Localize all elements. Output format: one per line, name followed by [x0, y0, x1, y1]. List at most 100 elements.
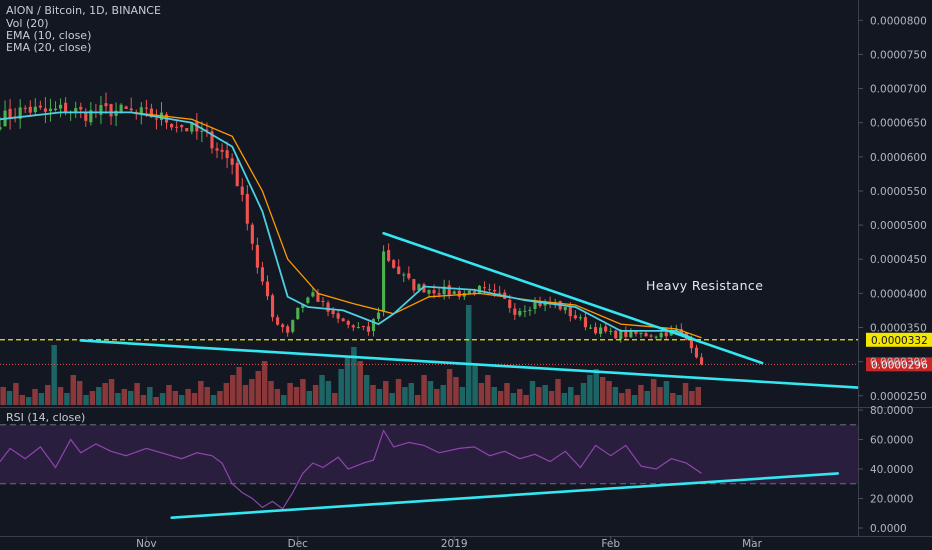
candle — [33, 98, 37, 116]
trendline-lower — [79, 339, 860, 389]
candle-body — [599, 327, 603, 334]
candle-body — [240, 186, 244, 195]
price-tick-label: 0.0000500 — [870, 220, 927, 232]
candle-body — [447, 285, 451, 295]
price-tick-label: 0.0000350 — [870, 322, 927, 334]
candle — [694, 344, 699, 359]
rsi-trendline — [170, 472, 840, 519]
candle — [28, 100, 32, 117]
candle-body — [578, 317, 582, 319]
candle-body — [74, 108, 78, 113]
candle — [59, 98, 63, 118]
candle-body — [452, 291, 456, 294]
candle-body — [699, 357, 704, 365]
candle-body — [624, 330, 628, 337]
candle-body — [376, 312, 381, 319]
candle — [588, 324, 593, 330]
candle — [609, 327, 613, 335]
candle-body — [109, 104, 113, 117]
candle-body — [674, 329, 678, 331]
candle-body — [604, 326, 608, 332]
annotation-heavy-resistance: Heavy Resistance — [646, 278, 763, 293]
candle — [291, 319, 295, 334]
volume-bar — [695, 387, 702, 405]
candle-body — [341, 318, 345, 322]
volume-bar — [650, 379, 657, 405]
volume-bar — [166, 385, 172, 405]
candle-body — [270, 295, 275, 318]
candle-body — [694, 347, 699, 358]
volume-bar — [459, 387, 466, 405]
rsi-tick-label: 60.0000 — [870, 435, 913, 447]
volume-bar — [351, 347, 357, 405]
volume-bar — [89, 391, 96, 405]
candle — [38, 100, 42, 110]
candle-body — [412, 279, 416, 291]
candle-body — [245, 193, 249, 224]
candle-body — [64, 102, 68, 114]
candle — [200, 121, 204, 143]
candle-body — [568, 306, 572, 317]
price-tick-label: 0.0000650 — [870, 118, 927, 130]
candle-body — [629, 330, 633, 338]
candle-body — [210, 131, 214, 149]
candle-body — [493, 289, 497, 292]
candle-body — [200, 130, 204, 132]
candle-body — [528, 309, 532, 311]
volume-bar — [19, 395, 26, 405]
volume-bars — [0, 305, 702, 405]
candle — [230, 153, 234, 175]
candle-body — [472, 291, 476, 295]
volume-bar — [38, 393, 45, 405]
volume-bar — [478, 383, 485, 405]
candle — [109, 103, 113, 125]
candle — [265, 275, 270, 301]
volume-bar — [115, 393, 121, 405]
candle — [245, 185, 249, 231]
candle-body — [0, 127, 2, 130]
candle — [528, 306, 532, 316]
volume-bar — [51, 345, 57, 405]
volume-bar — [663, 381, 670, 405]
candle — [114, 102, 118, 127]
candle-body — [331, 310, 335, 315]
candle-body — [43, 108, 47, 112]
candle — [366, 321, 370, 336]
candle-body — [286, 326, 290, 333]
candle — [296, 307, 300, 320]
ema10-line — [0, 111, 702, 344]
candle-body — [175, 126, 179, 128]
volume-bar — [414, 395, 421, 405]
volume-bar — [676, 395, 682, 405]
candle-body — [518, 310, 522, 316]
candle-body — [346, 320, 350, 325]
candle-body — [533, 302, 537, 310]
volume-bar — [172, 391, 179, 405]
candle-body — [170, 124, 174, 128]
candle-body — [48, 108, 53, 112]
volume-bar — [631, 395, 638, 405]
volume-bar — [472, 365, 478, 405]
candle — [488, 283, 492, 292]
candle-body — [220, 149, 224, 152]
candle-body — [609, 330, 613, 332]
candle — [523, 305, 527, 318]
volume-bar — [421, 375, 427, 405]
candle-body — [119, 104, 123, 113]
volume-bar — [555, 379, 561, 405]
volume-bar — [281, 395, 287, 405]
volume-bar — [644, 391, 651, 405]
volume-bar — [338, 369, 344, 405]
ema20-legend: EMA (20, close) — [6, 41, 92, 54]
candle — [8, 99, 12, 130]
candle — [18, 99, 22, 129]
candle-body — [588, 327, 593, 329]
volume-bar — [268, 381, 274, 405]
rsi-tick-label: 0.0000 — [870, 523, 907, 535]
volume-bar — [64, 393, 70, 405]
candle — [336, 308, 340, 324]
volume-bar — [529, 381, 536, 405]
candle-body — [114, 110, 118, 116]
volume-bar — [178, 395, 185, 405]
